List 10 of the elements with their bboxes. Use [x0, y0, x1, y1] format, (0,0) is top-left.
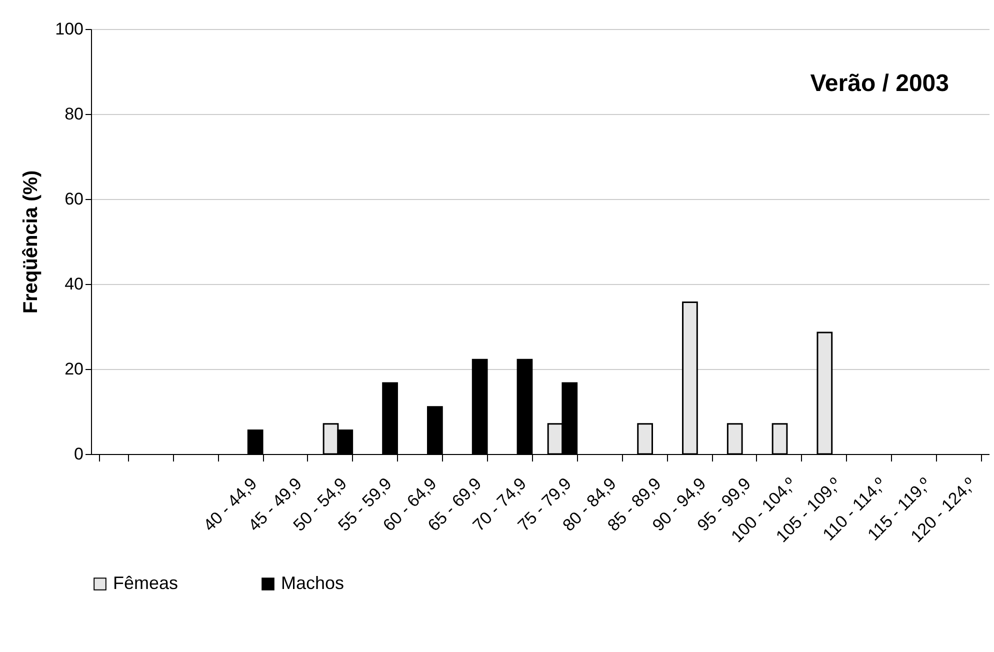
legend-label: Fêmeas [113, 573, 178, 593]
y-tick-label: 40 [64, 274, 84, 294]
y-tick-label: 80 [64, 104, 84, 124]
y-tick-label: 20 [64, 360, 84, 378]
y-tick-label: 0 [74, 444, 84, 464]
y-tick-label: 100 [55, 20, 84, 38]
legend-label: Machos [281, 573, 344, 593]
y-tick-label: 60 [64, 190, 84, 208]
y-axis-title: Freqüência (%) [20, 170, 42, 314]
text: Verão / 2003 [810, 70, 949, 97]
